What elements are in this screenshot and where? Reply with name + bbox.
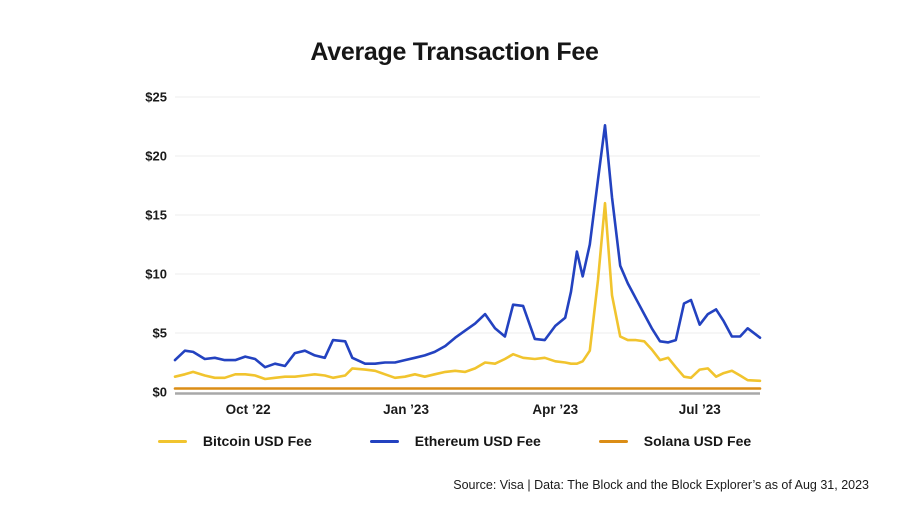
x-tick-label-2: Apr ’23 xyxy=(532,402,579,417)
chart-title: Average Transaction Fee xyxy=(310,38,599,66)
source-note: Source: Visa | Data: The Block and the B… xyxy=(453,478,869,492)
x-tick-label-3: Jul ’23 xyxy=(678,402,721,417)
legend-item-solana: Solana USD Fee xyxy=(598,433,752,449)
ethereum-usd-fee-line xyxy=(173,124,762,369)
legend-swatch-icon xyxy=(598,439,628,443)
legend-swatch-icon xyxy=(369,439,399,443)
y-tick-label-15: $15 xyxy=(145,207,167,223)
y-tick-label-20: $20 xyxy=(145,148,167,164)
legend-item-ethereum: Ethereum USD Fee xyxy=(369,433,541,449)
bitcoin-usd-fee-line xyxy=(173,201,762,383)
legend-label: Solana USD Fee xyxy=(643,433,752,449)
legend-item-bitcoin: Bitcoin USD Fee xyxy=(157,433,312,449)
x-tick-label-1: Jan ’23 xyxy=(383,402,429,417)
x-tick-label-0: Oct ’22 xyxy=(225,402,271,417)
y-tick-label-0: $0 xyxy=(152,384,167,400)
y-tick-label-5: $5 xyxy=(152,325,167,341)
y-tick-label-25: $25 xyxy=(145,89,167,105)
legend-label: Bitcoin USD Fee xyxy=(202,433,312,449)
legend-swatch-icon xyxy=(157,439,187,443)
gridlines xyxy=(175,96,760,334)
legend: Bitcoin USD Fee Ethereum USD Fee Solana US… xyxy=(0,433,909,449)
y-tick-label-10: $10 xyxy=(145,266,167,282)
series-lines xyxy=(173,124,762,390)
legend-label: Ethereum USD Fee xyxy=(414,433,541,449)
